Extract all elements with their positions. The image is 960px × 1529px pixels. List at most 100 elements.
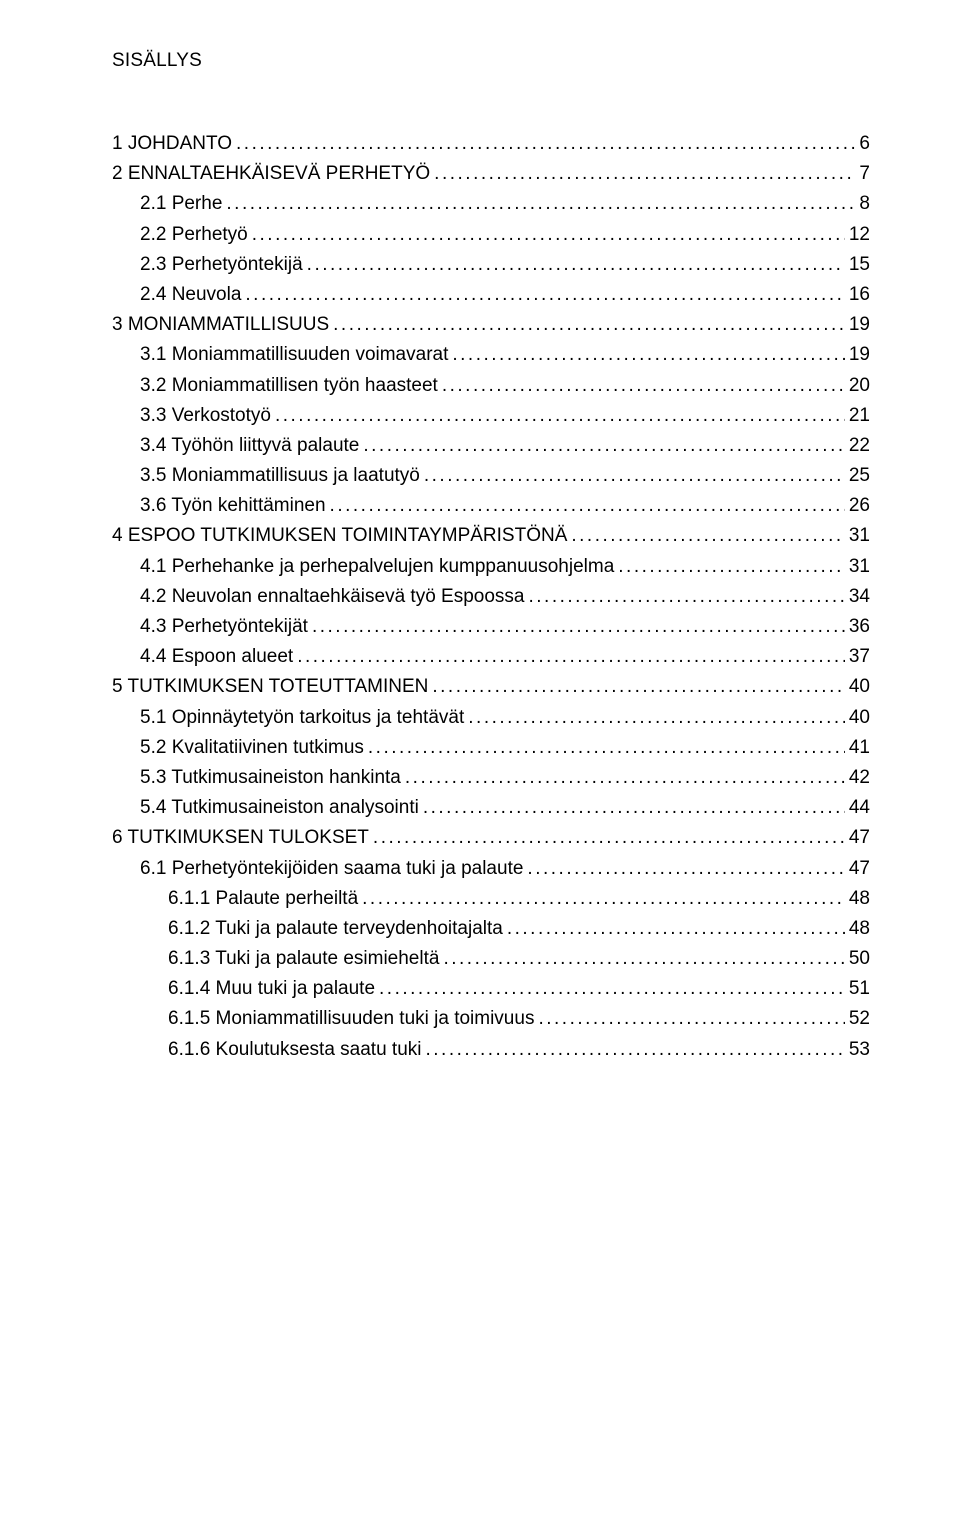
toc-entry-page: 47 [845,859,870,878]
toc-dot-leader [538,1009,844,1028]
toc-entry-page: 16 [845,285,870,304]
toc-row: 4.4 Espoon alueet 37 [112,647,870,666]
toc-entry-label: 6 TUTKIMUKSEN TULOKSET [112,828,373,847]
toc-entry-label: 4.2 Neuvolan ennaltaehkäisevä työ Espoos… [140,587,528,606]
toc-entry-label: 3.2 Moniammatillisen työn haasteet [140,376,442,395]
toc-dot-leader [468,708,845,727]
toc-dot-leader [362,889,845,908]
toc-row: 5.2 Kvalitatiivinen tutkimus 41 [112,738,870,757]
toc-row: 3 MONIAMMATILLISUUS19 [112,315,870,334]
toc-entry-page: 37 [845,647,870,666]
toc-entry-label: 4.3 Perhetyöntekijät [140,617,312,636]
toc-row: 2.1 Perhe8 [112,194,870,213]
toc-row: 4 ESPOO TUTKIMUKSEN TOIMINTAYMPÄRISTÖNÄ 3… [112,526,870,545]
toc-row: 6.1.5 Moniammatillisuuden tuki ja toimiv… [112,1009,870,1028]
toc-row: 6 TUTKIMUKSEN TULOKSET 47 [112,828,870,847]
toc-entry-page: 47 [845,828,870,847]
toc-row: 6.1.1 Palaute perheiltä48 [112,889,870,908]
page-title: SISÄLLYS [112,50,870,72]
toc-entry-page: 36 [845,617,870,636]
toc-dot-leader [507,919,845,938]
toc-row: 5.1 Opinnäytetyön tarkoitus ja tehtävät 4… [112,708,870,727]
toc-dot-leader [330,496,845,515]
toc-entry-label: 5.2 Kvalitatiivinen tutkimus [140,738,368,757]
toc-dot-leader [252,225,845,244]
toc-entry-page: 26 [845,496,870,515]
toc-dot-leader [571,526,844,545]
toc-dot-leader [527,859,844,878]
toc-dot-leader [528,587,844,606]
toc-entry-label: 6.1.5 Moniammatillisuuden tuki ja toimiv… [168,1009,538,1028]
toc-dot-leader [307,255,845,274]
toc-row: 6.1.3 Tuki ja palaute esimieheltä 50 [112,949,870,968]
toc-dot-leader [442,376,845,395]
toc-row: 6.1.2 Tuki ja palaute terveydenhoitajalt… [112,919,870,938]
toc-row: 6.1.6 Koulutuksesta saatu tuki53 [112,1040,870,1059]
toc-entry-label: 3.3 Verkostotyö [140,406,275,425]
toc-entry-page: 21 [845,406,870,425]
toc-entry-page: 42 [845,768,870,787]
toc-entry-page: 40 [845,708,870,727]
toc-dot-leader [405,768,845,787]
toc-entry-label: 6.1.4 Muu tuki ja palaute [168,979,379,998]
toc-entry-page: 19 [845,315,870,334]
toc-entry-label: 2.4 Neuvola [140,285,245,304]
toc-entry-label: 3.6 Työn kehittäminen [140,496,330,515]
toc-dot-leader [426,1040,845,1059]
toc-entry-label: 3.4 Työhön liittyvä palaute [140,436,363,455]
table-of-contents: 1 JOHDANTO62 ENNALTAEHKÄISEVÄ PERHETYÖ72… [112,134,870,1059]
toc-row: 4.2 Neuvolan ennaltaehkäisevä työ Espoos… [112,587,870,606]
toc-dot-leader [275,406,845,425]
toc-row: 2 ENNALTAEHKÄISEVÄ PERHETYÖ7 [112,164,870,183]
toc-entry-label: 6.1.3 Tuki ja palaute esimieheltä [168,949,443,968]
page: SISÄLLYS 1 JOHDANTO62 ENNALTAEHKÄISEVÄ P… [0,0,960,1130]
toc-dot-leader [432,677,845,696]
toc-entry-label: 5.1 Opinnäytetyön tarkoitus ja tehtävät [140,708,468,727]
toc-row: 2.2 Perhetyö 12 [112,225,870,244]
toc-row: 3.1 Moniammatillisuuden voimavarat 19 [112,345,870,364]
toc-dot-leader [312,617,845,636]
toc-entry-page: 31 [845,557,870,576]
toc-entry-label: 3.5 Moniammatillisuus ja laatutyö [140,466,424,485]
toc-entry-label: 3.1 Moniammatillisuuden voimavarat [140,345,452,364]
toc-entry-page: 25 [845,466,870,485]
toc-entry-page: 20 [845,376,870,395]
toc-entry-page: 19 [845,345,870,364]
toc-dot-leader [333,315,845,334]
toc-entry-page: 12 [845,225,870,244]
toc-entry-page: 52 [845,1009,870,1028]
toc-entry-page: 44 [845,798,870,817]
toc-entry-page: 15 [845,255,870,274]
toc-row: 2.4 Neuvola 16 [112,285,870,304]
toc-entry-page: 48 [845,919,870,938]
toc-entry-page: 22 [845,436,870,455]
toc-entry-page: 51 [845,979,870,998]
toc-entry-page: 48 [845,889,870,908]
toc-entry-label: 6.1 Perhetyöntekijöiden saama tuki ja pa… [140,859,527,878]
toc-entry-label: 1 JOHDANTO [112,134,236,153]
toc-row: 6.1 Perhetyöntekijöiden saama tuki ja pa… [112,859,870,878]
toc-row: 3.4 Työhön liittyvä palaute 22 [112,436,870,455]
toc-row: 3.2 Moniammatillisen työn haasteet 20 [112,376,870,395]
toc-row: 2.3 Perhetyöntekijä15 [112,255,870,274]
toc-entry-page: 40 [845,677,870,696]
toc-dot-leader [236,134,855,153]
toc-entry-label: 4.4 Espoon alueet [140,647,297,666]
toc-row: 4.1 Perhehanke ja perhepalvelujen kumppa… [112,557,870,576]
toc-row: 5.4 Tutkimusaineiston analysointi 44 [112,798,870,817]
toc-row: 4.3 Perhetyöntekijät 36 [112,617,870,636]
toc-entry-page: 31 [845,526,870,545]
toc-entry-label: 4.1 Perhehanke ja perhepalvelujen kumppa… [140,557,618,576]
toc-dot-leader [424,466,845,485]
toc-entry-label: 2.2 Perhetyö [140,225,252,244]
toc-entry-label: 2.1 Perhe [140,194,226,213]
toc-dot-leader [368,738,845,757]
toc-entry-page: 50 [845,949,870,968]
toc-entry-page: 41 [845,738,870,757]
toc-row: 5 TUTKIMUKSEN TOTEUTTAMINEN40 [112,677,870,696]
toc-dot-leader [423,798,845,817]
toc-dot-leader [434,164,855,183]
toc-entry-label: 4 ESPOO TUTKIMUKSEN TOIMINTAYMPÄRISTÖNÄ [112,526,571,545]
toc-entry-label: 5.4 Tutkimusaineiston analysointi [140,798,423,817]
toc-dot-leader [373,828,845,847]
